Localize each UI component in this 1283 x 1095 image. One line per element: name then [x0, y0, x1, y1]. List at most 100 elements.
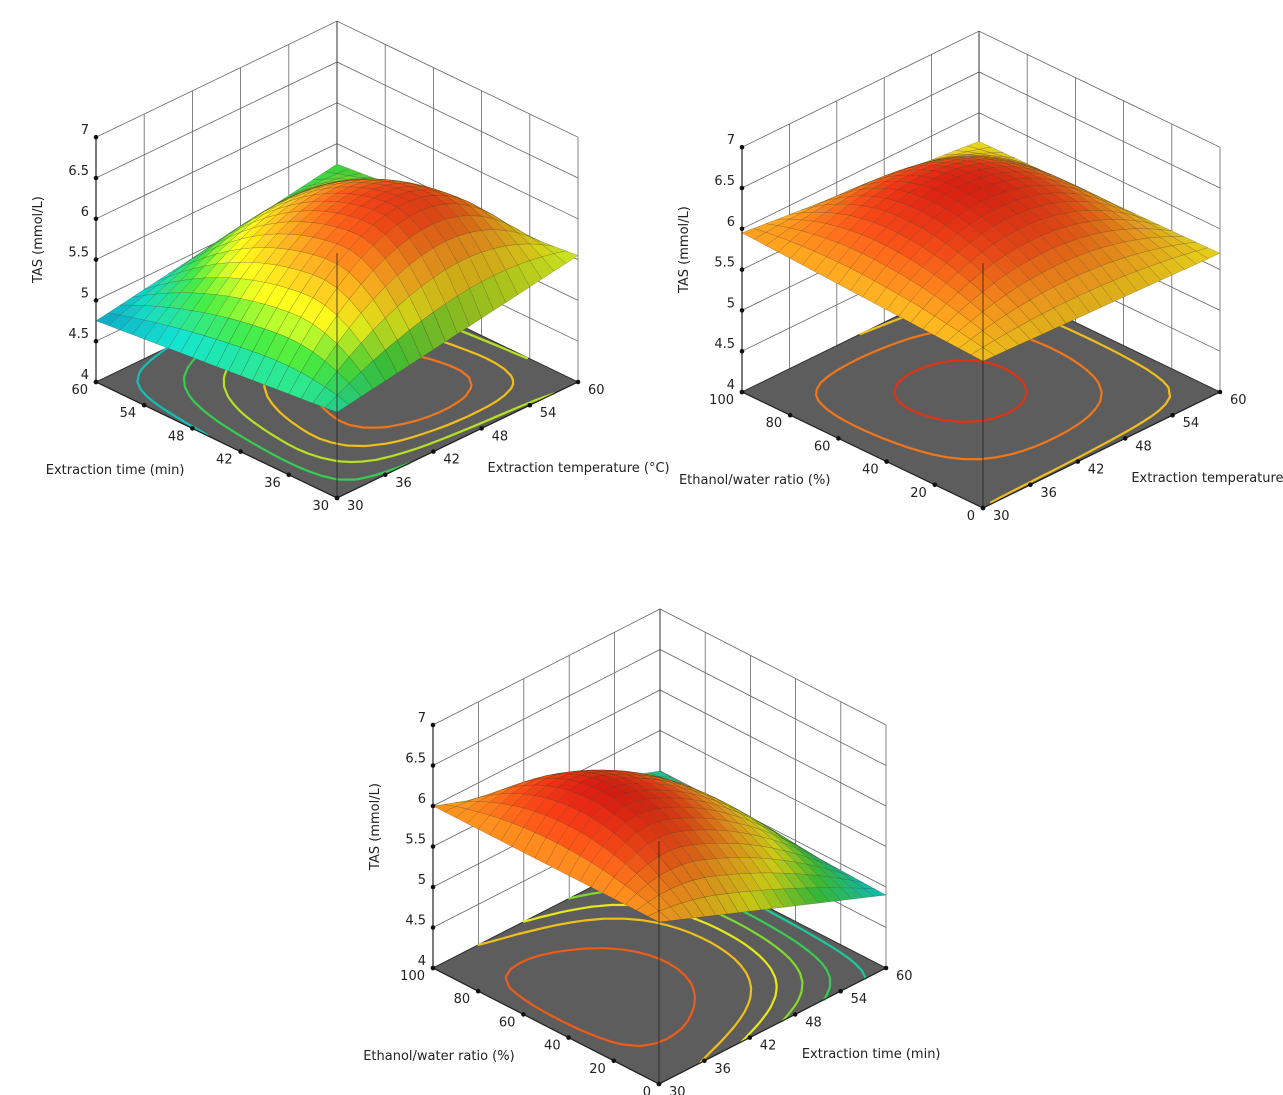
x-tick-mark: [1217, 389, 1223, 395]
x-axis-line: [658, 967, 887, 1085]
z-tick-label: 4: [81, 368, 89, 383]
x-tick-label: 42: [1088, 463, 1105, 478]
x-axis-label: Extraction temperature (°C): [488, 461, 670, 476]
z-tick-mark: [739, 267, 745, 272]
y-axis-label: Extraction time (min): [46, 463, 185, 478]
z-tick-mark: [93, 216, 99, 222]
y-tick-label: 80: [766, 416, 783, 431]
y-tick-mark: [932, 482, 938, 488]
y-tick-mark: [521, 1012, 526, 1017]
y-axis-label: Ethanol/water ratio (%): [679, 473, 830, 488]
y-tick-label: 100: [709, 393, 734, 408]
z-tick-label: 6.5: [714, 174, 735, 189]
y-tick-label: 100: [400, 969, 425, 984]
z-tick-mark: [430, 925, 436, 930]
z-tick-mark: [93, 134, 99, 140]
x-tick-label: 30: [347, 499, 364, 514]
z-tick-mark: [739, 185, 745, 191]
y-tick-mark: [884, 459, 889, 464]
y-axis-line: [95, 381, 338, 499]
x-tick-mark: [431, 449, 436, 454]
x-axis-label: Extraction time (min): [802, 1047, 941, 1062]
x-axis-line: [336, 381, 579, 499]
x-tick-label: 54: [1183, 416, 1200, 431]
z-tick-label: 4: [727, 378, 735, 393]
y-tick-label: 40: [544, 1039, 561, 1054]
z-tick-label: 6.5: [405, 752, 426, 767]
z-tick-mark: [93, 298, 99, 303]
z-tick-mark: [430, 884, 436, 890]
y-tick-label: 48: [168, 429, 185, 444]
y-tick-label: 42: [216, 453, 233, 468]
x-tick-label: 54: [540, 406, 557, 421]
z-tick-mark: [430, 844, 436, 849]
z-tick-mark: [739, 144, 745, 150]
y-tick-label: 40: [862, 463, 879, 478]
x-tick-mark: [792, 1012, 798, 1017]
z-tick-mark: [430, 803, 436, 809]
z-tick-mark: [739, 348, 745, 354]
z-tick-label: 7: [727, 133, 735, 148]
x-tick-mark: [747, 1035, 753, 1040]
x-tick-label: 36: [395, 476, 412, 491]
response-surface: [432, 769, 887, 923]
x-tick-mark: [382, 472, 388, 478]
z-axis-label: TAS (mmol/L): [368, 783, 383, 871]
x-tick-mark: [1170, 412, 1175, 418]
x-tick-label: 48: [492, 429, 509, 444]
z-tick-label: 4.5: [68, 327, 89, 342]
x-tick-label: 60: [1230, 393, 1247, 408]
z-tick-label: 6: [727, 215, 735, 230]
y-tick-label: 20: [589, 1062, 606, 1077]
x-tick-label: 48: [1135, 439, 1152, 454]
y-tick-mark: [141, 402, 147, 408]
x-tick-mark: [527, 402, 533, 408]
z-tick-label: 5: [81, 286, 89, 301]
z-tick-mark: [430, 722, 436, 728]
z-tick-label: 4.5: [714, 337, 735, 352]
y-tick-mark: [334, 495, 340, 501]
z-tick-mark: [739, 308, 745, 313]
y-tick-label: 60: [71, 383, 88, 398]
z-tick-label: 5.5: [405, 833, 426, 848]
x-tick-label: 54: [851, 992, 868, 1007]
x-tick-label: 42: [760, 1039, 777, 1054]
z-tick-mark: [93, 338, 99, 344]
contour-line: [136, 346, 209, 436]
y-tick-label: 0: [643, 1085, 651, 1095]
x-tick-mark: [702, 1058, 707, 1064]
z-tick-label: 7: [81, 123, 89, 138]
y-tick-mark: [980, 505, 986, 511]
x-tick-mark: [1122, 436, 1128, 441]
z-tick-label: 5: [727, 296, 735, 311]
z-tick-label: 6: [81, 205, 89, 220]
x-tick-mark: [1075, 459, 1081, 464]
y-tick-mark: [190, 426, 195, 431]
surface-plot-temperature-time: 30364248546030364248546044.555.566.57Ext…: [31, 20, 670, 514]
z-tick-mark: [93, 175, 99, 181]
y-tick-mark: [836, 436, 841, 441]
x-tick-mark: [479, 426, 484, 431]
response-surface: [95, 163, 579, 413]
y-tick-mark: [787, 412, 793, 418]
z-tick-mark: [430, 965, 436, 971]
y-tick-label: 60: [814, 439, 831, 454]
z-tick-mark: [739, 226, 745, 232]
z-tick-label: 6.5: [68, 164, 89, 179]
y-tick-mark: [475, 988, 481, 994]
y-tick-mark: [566, 1035, 571, 1040]
y-tick-label: 60: [499, 1015, 516, 1030]
response-surface: [741, 141, 1221, 362]
y-tick-label: 0: [967, 509, 975, 524]
contour-line: [504, 947, 697, 1048]
z-tick-label: 6: [418, 792, 426, 807]
y-axis-line: [741, 391, 984, 509]
x-tick-label: 36: [714, 1062, 731, 1077]
contour-line: [893, 359, 1028, 423]
z-axis-label: TAS (mmol/L): [31, 196, 46, 284]
y-tick-label: 36: [264, 476, 281, 491]
z-tick-label: 5.5: [714, 256, 735, 271]
